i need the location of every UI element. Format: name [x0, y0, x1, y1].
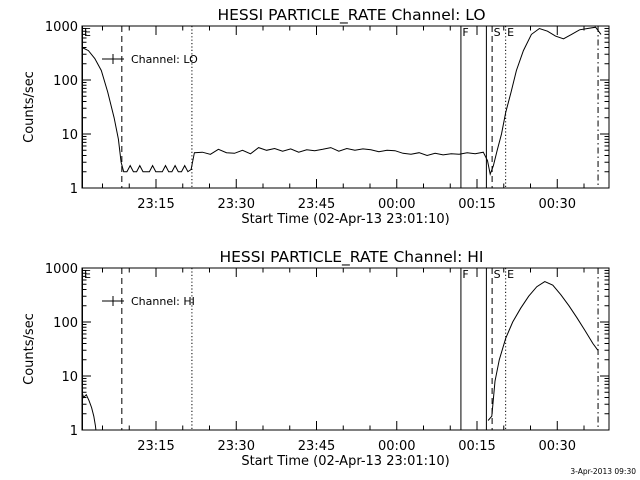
event-marker-label: E [507, 268, 514, 281]
event-marker-label: F [462, 26, 468, 39]
y-tick-label: 1 [70, 182, 78, 197]
x-tick-label: 23:45 [298, 439, 335, 454]
plot-frame [81, 267, 610, 431]
event-marker-label: S [494, 26, 501, 39]
y-axis-label: Counts/sec [22, 313, 37, 385]
event-marker-label: E [507, 26, 514, 39]
series-line-2 [487, 281, 599, 421]
chart-panel-2: HESSI PARTICLE_RATE Channel: HI Start Tim… [22, 248, 610, 469]
y-tick-label: 1 [70, 424, 78, 439]
event-marker-label: E [84, 268, 91, 281]
event-marker-label: E [84, 26, 91, 39]
x-tick-label: 23:45 [298, 197, 335, 212]
series-line-1 [81, 392, 97, 431]
y-tick-label: 10 [61, 128, 78, 143]
footer-timestamp: 3-Apr-2013 09:30 [570, 467, 636, 476]
x-tick-label: 00:15 [458, 197, 495, 212]
x-tick-label: 00:15 [458, 439, 495, 454]
legend-label: Channel: HI [131, 295, 195, 308]
x-tick-label: 23:30 [218, 197, 255, 212]
x-tick-label: 23:30 [218, 439, 255, 454]
legend-label: Channel: LO [131, 53, 198, 66]
y-tick-label: 10 [61, 370, 78, 385]
x-axis-label: Start Time (02-Apr-13 23:01:10) [241, 212, 449, 227]
x-tick-label: 00:30 [539, 197, 576, 212]
chart-title: HESSI PARTICLE_RATE Channel: HI [219, 248, 483, 267]
y-tick-label: 1000 [45, 20, 78, 35]
x-tick-label: 00:00 [378, 439, 415, 454]
plot-frame [81, 25, 610, 189]
chart-panel-1: HESSI PARTICLE_RATE Channel: LO Start Tim… [22, 6, 610, 227]
chart-title: HESSI PARTICLE_RATE Channel: LO [217, 6, 485, 25]
x-tick-label: 23:15 [137, 197, 174, 212]
y-tick-label: 1000 [45, 262, 78, 277]
x-axis-label: Start Time (02-Apr-13 23:01:10) [241, 454, 449, 469]
series-line-1 [81, 26, 602, 177]
y-axis-label: Counts/sec [22, 71, 37, 143]
event-marker-label: S [494, 268, 501, 281]
y-tick-label: 100 [53, 316, 78, 331]
x-tick-label: 00:30 [539, 439, 576, 454]
y-tick-label: 100 [53, 74, 78, 89]
x-tick-label: 00:00 [378, 197, 415, 212]
x-tick-label: 23:15 [137, 439, 174, 454]
event-marker-label: F [462, 268, 468, 281]
